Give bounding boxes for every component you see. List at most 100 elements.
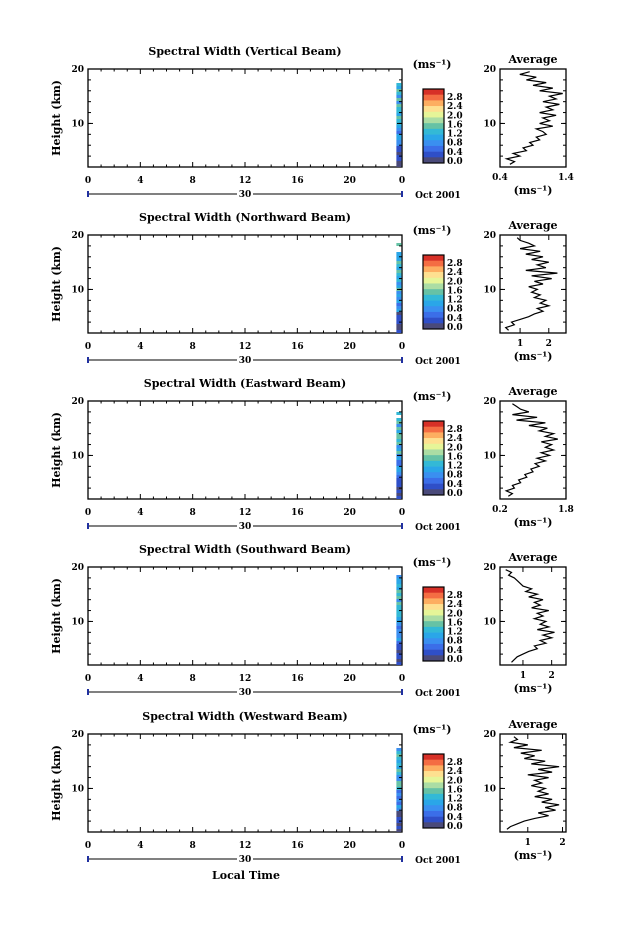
data-cell: [396, 626, 402, 629]
y-tick-label: 20: [71, 397, 84, 407]
colorbar-segment: [423, 759, 444, 766]
data-cell: [396, 805, 402, 808]
data-cell: [396, 578, 402, 581]
profile-x-label: (ms⁻¹): [514, 184, 553, 197]
data-cell: [396, 641, 402, 644]
data-cell: [396, 330, 402, 333]
colorbar-segment: [423, 776, 444, 783]
x-axis-label: Local Time: [212, 869, 280, 882]
x-tick-label: 20: [343, 176, 356, 186]
profile-y-tick-label: 10: [483, 617, 496, 627]
colorbar-frame: [422, 586, 445, 662]
colorbar-segment: [423, 294, 444, 301]
colorbar-segment: [423, 426, 444, 433]
profile-x-tick-label: 0.2: [492, 505, 508, 515]
y-tick-label: 20: [71, 730, 84, 740]
colorbar-tick-label: 1.6: [447, 785, 463, 795]
profile-y-tick-label: 10: [483, 119, 496, 129]
data-cell: [396, 802, 402, 805]
data-cell: [396, 318, 402, 321]
colorbar-tick-label: 2.8: [447, 758, 463, 768]
data-cell: [396, 623, 402, 626]
data-cell: [396, 309, 402, 312]
x-tick-label: 8: [190, 674, 196, 684]
data-cell: [396, 267, 402, 270]
y-tick-label: 10: [71, 784, 84, 794]
colorbar-segment: [423, 638, 444, 645]
day-label: 30: [239, 855, 252, 865]
colorbar-segment: [423, 799, 444, 806]
colorbar-unit: (ms⁻¹): [413, 58, 452, 71]
data-cell: [396, 92, 402, 95]
y-axis-label: Height (km): [50, 578, 63, 654]
data-cell: [396, 279, 402, 282]
x-tick-label: 8: [190, 508, 196, 518]
x-tick-label: 8: [190, 841, 196, 851]
data-cell: [396, 424, 402, 427]
data-cell: [396, 653, 402, 656]
colorbar-segment: [423, 128, 444, 135]
colorbar-tick-label: 2.0: [447, 111, 463, 121]
data-cell: [396, 291, 402, 294]
y-axis-label: Height (km): [50, 412, 63, 488]
data-cell: [396, 451, 402, 454]
colorbar-frame: [422, 753, 445, 829]
x-tick-label: 4: [137, 841, 143, 851]
colorbar-segment: [423, 117, 444, 124]
data-cell: [396, 300, 402, 303]
data-cell: [396, 617, 402, 620]
data-cell: [396, 481, 402, 484]
data-cell: [396, 605, 402, 608]
colorbar-segment: [423, 598, 444, 605]
data-cell: [396, 808, 402, 811]
data-cell: [396, 412, 402, 415]
data-cell: [396, 107, 402, 110]
data-cell: [396, 748, 402, 751]
profile-x-label: (ms⁻¹): [514, 516, 553, 529]
day-label-bg: [237, 189, 253, 198]
data-cell: [396, 324, 402, 327]
profile-y-tick-label: 10: [483, 784, 496, 794]
colorbar-tick-label: 2.0: [447, 277, 463, 287]
data-cell: [396, 650, 402, 653]
colorbar-segment: [423, 782, 444, 789]
plot-frame: [87, 566, 403, 666]
x-tick-label: 12: [239, 508, 252, 518]
colorbar-segment: [423, 472, 444, 479]
data-cell: [396, 445, 402, 448]
data-cell: [396, 261, 402, 264]
data-cell: [396, 110, 402, 113]
data-cell: [396, 584, 402, 587]
data-cell: [396, 463, 402, 466]
data-cell: [396, 152, 402, 155]
profile-x-tick-label: 1: [520, 671, 526, 681]
colorbar-segment: [423, 260, 444, 267]
data-cell: [396, 614, 402, 617]
data-cell: [396, 478, 402, 481]
profile-line: [504, 237, 558, 331]
colorbar-tick-label: 0.8: [447, 637, 463, 647]
x-tick-label: 4: [137, 342, 143, 352]
data-cell: [396, 575, 402, 578]
x-tick-label: 0: [399, 176, 405, 186]
data-cell: [396, 769, 402, 772]
colorbar-tick-label: 0.8: [447, 139, 463, 149]
x-tick-label: 16: [291, 674, 304, 684]
colorbar-tick-label: 0.0: [447, 822, 463, 832]
colorbar-tick-label: 0.0: [447, 489, 463, 499]
profile-x-tick-label: 2: [559, 838, 565, 848]
colorbar-segment: [423, 822, 444, 829]
y-tick-label: 20: [71, 563, 84, 573]
colorbar-frame: [422, 88, 445, 164]
data-cell: [396, 303, 402, 306]
x-tick-label: 8: [190, 176, 196, 186]
colorbar-segment: [423, 788, 444, 795]
colorbar-segment: [423, 626, 444, 633]
x-tick-label: 0: [85, 342, 91, 352]
data-cell: [396, 766, 402, 769]
plot-frame: [87, 234, 403, 334]
data-cell: [396, 113, 402, 116]
data-cell: [396, 418, 402, 421]
colorbar-segment: [423, 311, 444, 318]
colorbar-tick-label: 2.8: [447, 591, 463, 601]
